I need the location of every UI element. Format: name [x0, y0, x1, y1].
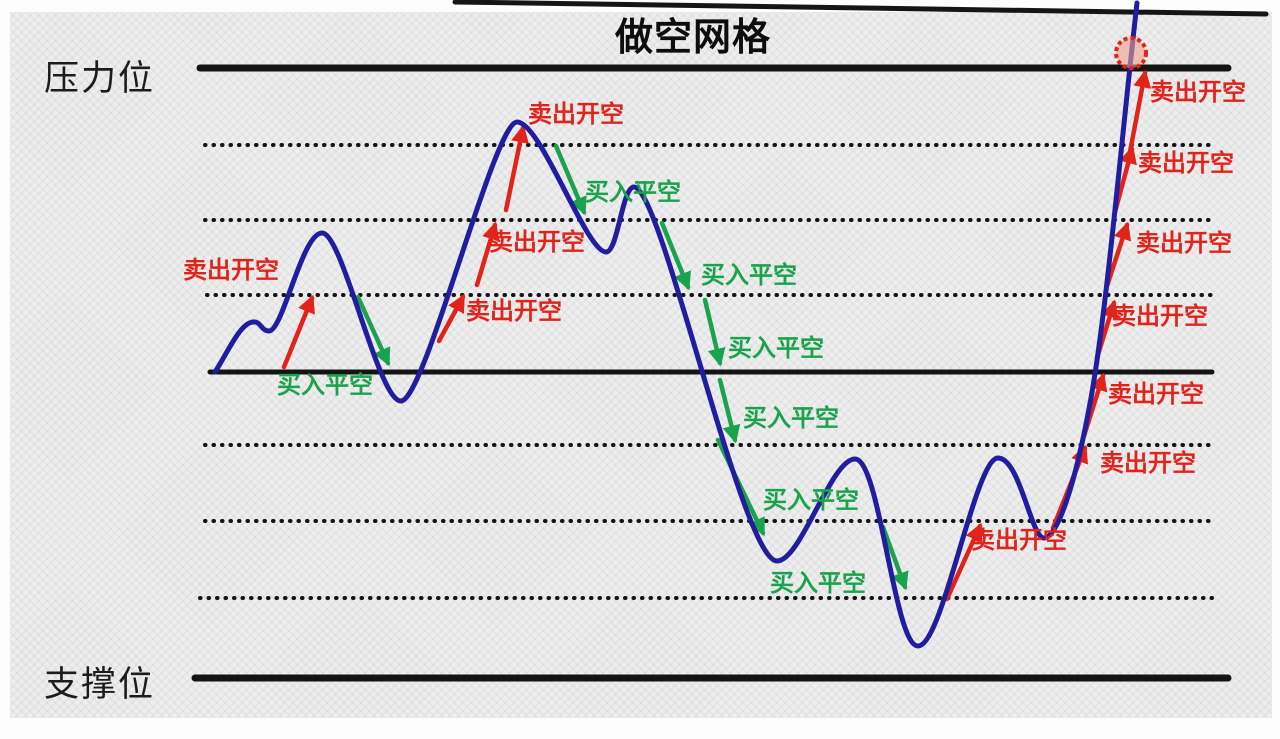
- sell-open-label: 卖出开空: [1136, 229, 1232, 257]
- resistance-level-label: 压力位: [44, 59, 156, 99]
- sell-open-label: 卖出开空: [466, 297, 562, 325]
- sell-open-label: 卖出开空: [183, 256, 279, 284]
- sell-open-arrow: [281, 294, 315, 370]
- buy-cover-arrow: [355, 294, 391, 367]
- breakout-circle-marker: [1114, 36, 1148, 70]
- diagram-title: 做空网格: [615, 15, 772, 59]
- buy-cover-arrow: [702, 297, 726, 367]
- price-curve: [212, 0, 1140, 649]
- chart-background: [10, 12, 1272, 718]
- sell-open-label: 卖出开空: [528, 100, 624, 128]
- sell-open-arrow: [503, 124, 529, 213]
- sell-open-arrow: [1104, 221, 1132, 289]
- buy-cover-label: 买入平空: [585, 178, 681, 206]
- sell-open-label: 卖出开空: [489, 228, 585, 256]
- support-level-label: 支撑位: [44, 665, 156, 705]
- sell-open-label: 卖出开空: [1100, 449, 1196, 477]
- buy-cover-label: 买入平空: [763, 486, 859, 514]
- buy-cover-label: 买入平空: [743, 404, 839, 432]
- sell-open-arrow: [944, 522, 983, 602]
- grid-levels: [191, 64, 1232, 682]
- buy-cover-label: 买入平空: [728, 334, 824, 362]
- sell-open-arrow: [436, 293, 466, 344]
- sell-open-label: 卖出开空: [1108, 380, 1204, 408]
- sell-open-label: 卖出开空: [1150, 78, 1246, 106]
- top-frame-edge: [452, 0, 1269, 17]
- buy-cover-arrow: [553, 143, 587, 216]
- sell-open-label: 卖出开空: [971, 526, 1067, 554]
- buy-cover-arrow: [717, 377, 741, 444]
- buy-cover-label: 买入平空: [277, 371, 373, 399]
- sell-open-label: 卖出开空: [1112, 302, 1208, 330]
- buy-cover-arrow: [659, 220, 691, 291]
- sell-open-arrow: [474, 221, 500, 288]
- buy-cover-arrow: [880, 524, 909, 591]
- buy-cover-label: 买入平空: [770, 569, 866, 597]
- sell-open-arrow: [1126, 69, 1152, 160]
- sell-open-label: 卖出开空: [1138, 149, 1234, 177]
- buy-cover-label: 买入平空: [701, 261, 797, 289]
